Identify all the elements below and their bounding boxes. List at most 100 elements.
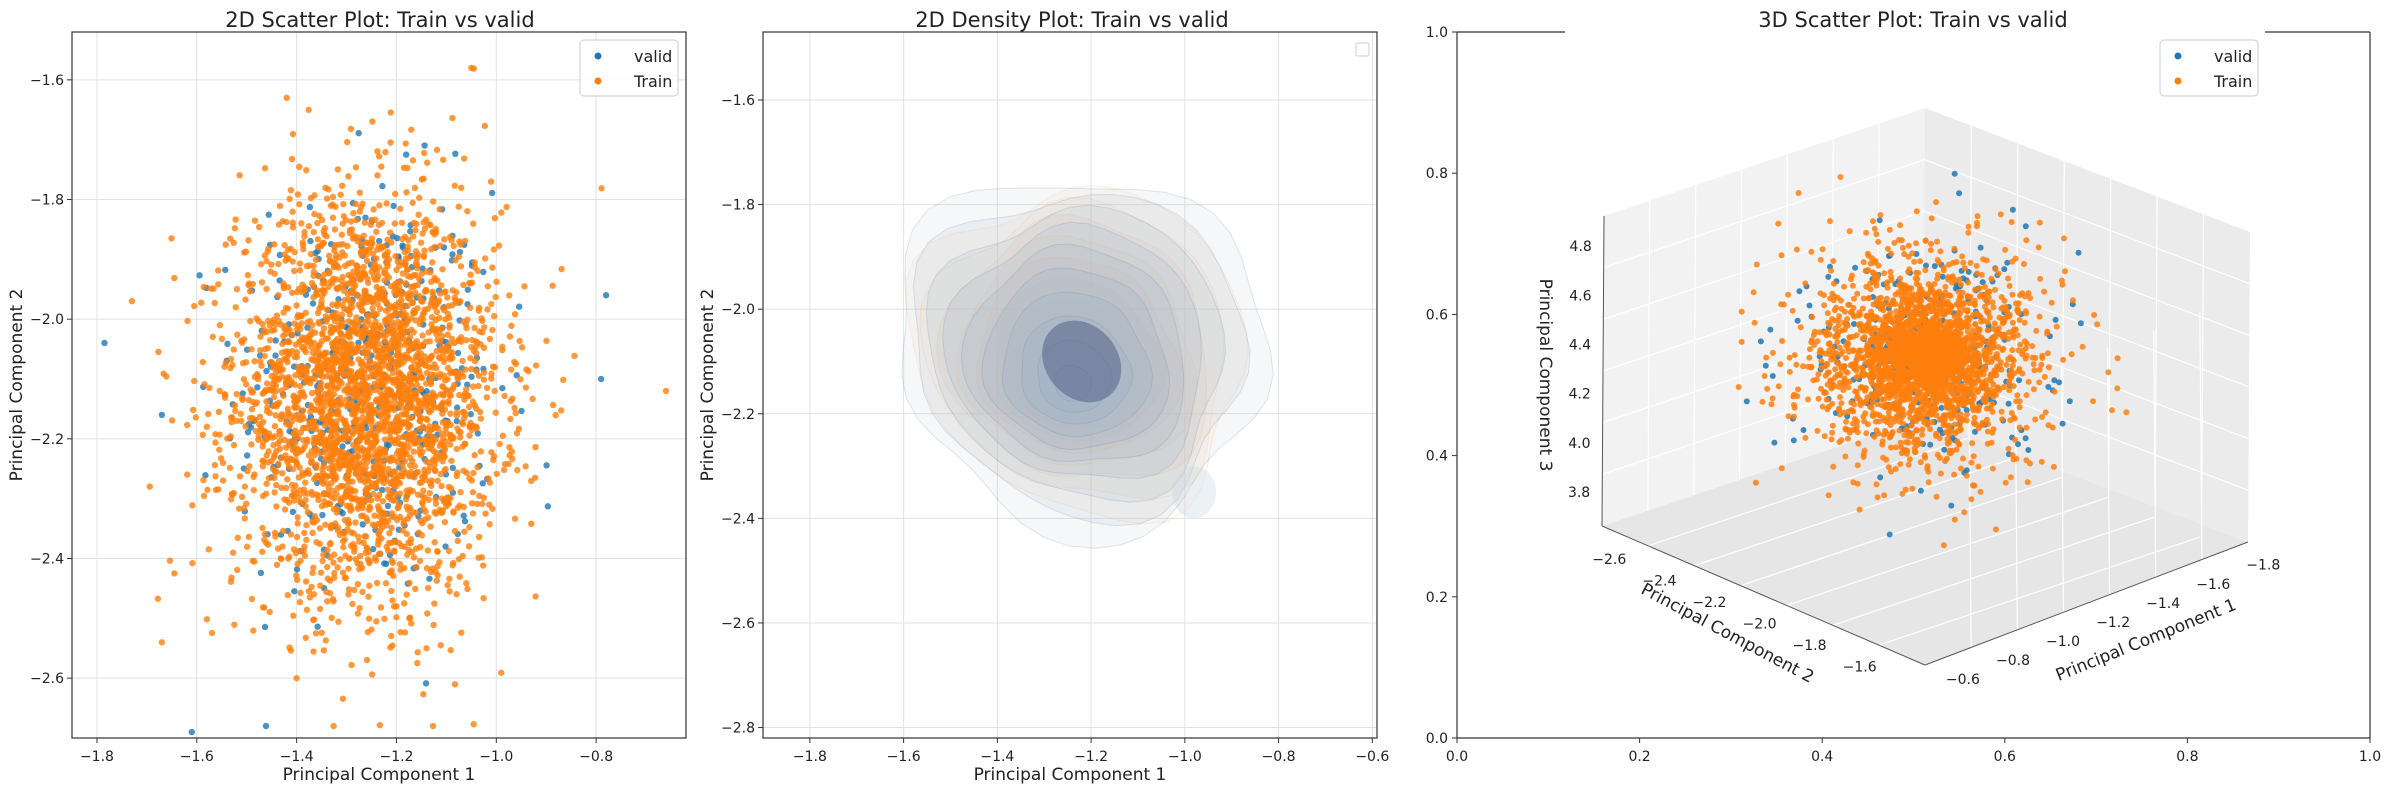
point3d-valid (1767, 326, 1774, 333)
point-train (350, 232, 358, 239)
point-train (442, 288, 449, 295)
point-train (402, 321, 410, 329)
point-train (232, 304, 239, 311)
point-train (456, 434, 464, 441)
point-train (275, 260, 282, 268)
point-train (424, 584, 432, 592)
point-train (248, 346, 255, 353)
point-train (357, 371, 364, 378)
point-train (368, 417, 376, 424)
point-train (297, 498, 304, 506)
point-train (234, 534, 242, 542)
point-train (364, 628, 372, 636)
point-train (304, 508, 312, 516)
point-train (460, 155, 468, 162)
point-train (359, 362, 366, 369)
point-train (498, 209, 505, 216)
point-train (360, 378, 367, 386)
point-train (263, 285, 270, 293)
point-train (405, 236, 412, 244)
point-train (359, 307, 366, 314)
point-train (284, 305, 292, 312)
point3d-train (1917, 258, 1924, 265)
point-train (391, 190, 399, 198)
point-train (264, 404, 271, 411)
point-train (436, 206, 443, 213)
point-train (307, 402, 315, 409)
point-train (381, 277, 388, 284)
point-valid (453, 417, 461, 425)
point-train (319, 477, 326, 485)
point-train (241, 483, 249, 490)
point-train (403, 434, 410, 441)
point-train (346, 424, 353, 432)
point-train (390, 332, 397, 339)
point-train (346, 555, 353, 562)
point-train (327, 202, 335, 209)
point-train (296, 260, 304, 267)
point-train (391, 439, 398, 447)
point-train (286, 349, 293, 356)
point-valid (101, 339, 108, 347)
point3d-train (1806, 354, 1813, 361)
point3d-train (1875, 238, 1882, 245)
point-train (389, 345, 396, 352)
point-train (388, 489, 395, 497)
point-train (409, 487, 417, 495)
point-train (493, 278, 500, 286)
point-train (459, 373, 467, 380)
point-train (398, 472, 405, 480)
point-train (191, 302, 198, 310)
point-train (399, 451, 407, 459)
point-valid (307, 237, 314, 245)
point-train (503, 203, 510, 211)
point-train (302, 496, 309, 504)
point-train (337, 556, 344, 563)
point-train (427, 568, 435, 576)
point-train (491, 214, 499, 222)
point-train (427, 523, 434, 530)
point-train (409, 157, 417, 164)
point-train (422, 338, 429, 346)
point-train (453, 591, 460, 598)
point-train (469, 220, 477, 227)
point-train (311, 210, 318, 218)
point-train (378, 163, 385, 170)
point-train (521, 283, 528, 290)
point-train (489, 326, 496, 334)
point-train (480, 594, 487, 602)
point-train (468, 64, 475, 72)
point3d-train (2002, 479, 2009, 486)
point-train (263, 257, 270, 265)
point3d-valid (2016, 377, 2022, 384)
point-train (382, 148, 389, 156)
point-train (300, 547, 307, 554)
point-train (345, 516, 352, 524)
point-train (470, 347, 478, 355)
point-train (240, 376, 248, 383)
point-valid (263, 367, 270, 375)
point-train (296, 382, 304, 390)
point-train (366, 503, 373, 511)
frame-x-tick-label: 0.2 (1628, 749, 1650, 765)
point-train (431, 404, 438, 411)
point-train (445, 483, 453, 491)
point-train (486, 479, 494, 486)
point-train (345, 271, 352, 279)
point-train (294, 560, 301, 568)
point-train (393, 614, 400, 621)
point-train (231, 402, 239, 409)
point-train (300, 436, 307, 444)
point-train (212, 439, 219, 446)
point-train (356, 429, 364, 436)
point-train (238, 337, 245, 345)
point-train (266, 409, 274, 417)
point-train (242, 296, 249, 303)
point-train (289, 130, 297, 138)
point3d-train (1897, 275, 1904, 282)
point-train (461, 440, 468, 447)
point-train (363, 312, 371, 319)
point3d-valid (2056, 379, 2063, 386)
point-train (282, 414, 290, 422)
point-train (310, 616, 318, 623)
